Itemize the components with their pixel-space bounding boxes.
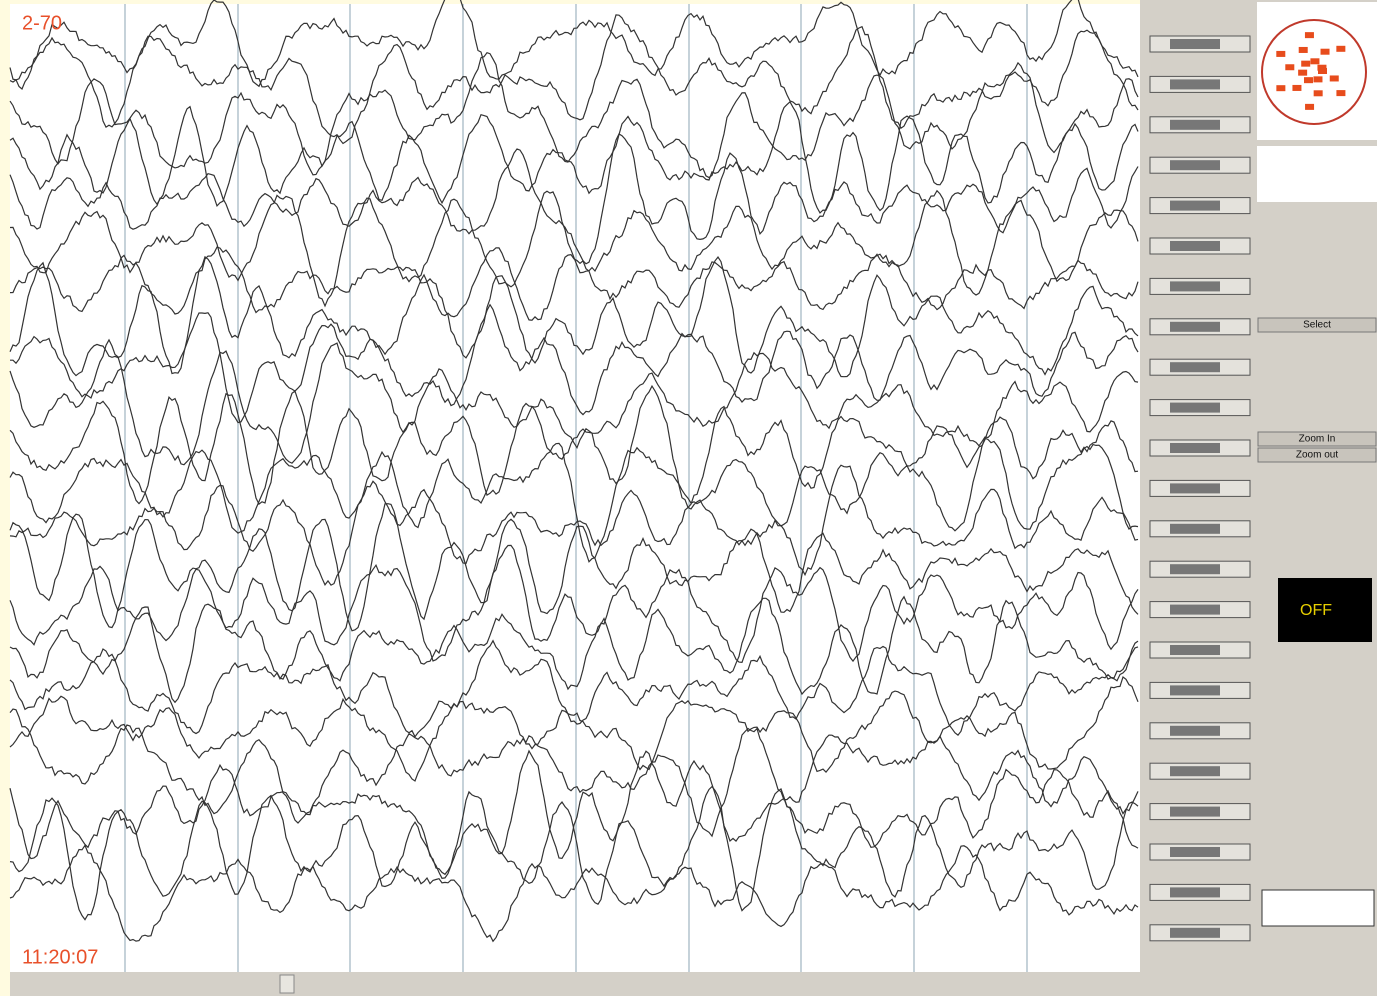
zoom-out-button[interactable] [1257, 447, 1377, 463]
select-label: Select [1303, 320, 1331, 331]
time-grid [124, 4, 1028, 972]
eeg-trace [9, 384, 1139, 509]
channel-label-box [1170, 806, 1220, 817]
eeg-trace [9, 639, 1139, 738]
channel-label-box [1170, 119, 1220, 130]
channel-label-box [1170, 79, 1220, 90]
electrode [1329, 75, 1339, 82]
electrode [1298, 46, 1308, 53]
channel-label-box [1170, 281, 1220, 292]
eeg-trace [10, 303, 1139, 424]
eeg-trace [9, 437, 1139, 563]
channel-label-box [1170, 483, 1220, 494]
electrode [1298, 69, 1308, 76]
electrode [1320, 48, 1330, 55]
info-box [1257, 146, 1377, 202]
electrode [1303, 77, 1313, 84]
channel-label-box [1170, 887, 1220, 898]
channel-label-box [1170, 523, 1220, 534]
electrode [1313, 90, 1323, 97]
electrode [1336, 90, 1346, 97]
eeg-trace [9, 51, 1139, 179]
channel-label-box [1170, 321, 1220, 332]
select-header [1257, 317, 1377, 333]
eeg-trace [9, 708, 1139, 838]
channel-label-box [1170, 39, 1220, 49]
eeg-trace [9, 246, 1139, 321]
channel-label-box [1170, 604, 1220, 615]
eeg-trace [9, 844, 1139, 943]
channel-label-box [1170, 160, 1220, 171]
eeg-trace [9, 595, 1139, 704]
eeg-trace [9, 749, 1139, 876]
eeg-trace [9, 503, 1139, 632]
electrode [1301, 60, 1311, 67]
channel-label-box [1170, 927, 1220, 938]
eeg-trace [9, 338, 1139, 466]
electrodes [1276, 32, 1346, 110]
channel-buttons [1149, 35, 1251, 942]
channel-label-box [1170, 685, 1220, 696]
eeg-trace [9, 189, 1139, 308]
scrollbar[interactable] [10, 972, 1140, 996]
electrode [1285, 64, 1295, 71]
time-label: 11:20:07 [22, 946, 98, 968]
channel-label-box [1170, 200, 1220, 211]
channel-label-box [1170, 362, 1220, 373]
channel-label-box [1170, 564, 1220, 575]
electrode [1276, 50, 1286, 57]
display-text: OFF [1300, 602, 1332, 619]
eeg-trace [9, 544, 1139, 664]
channel-label-box [1170, 645, 1220, 655]
filter-label: 2-70 [22, 12, 62, 34]
eeg-trace [9, 133, 1139, 265]
electrode [1276, 85, 1286, 92]
eeg-trace [9, 785, 1139, 921]
electrode [1292, 84, 1302, 91]
electrode [1305, 103, 1315, 110]
zoom-in-button[interactable] [1257, 431, 1377, 447]
electrode [1313, 76, 1323, 83]
electrode [1310, 58, 1320, 65]
clock-box [1261, 889, 1375, 927]
eeg-trace [9, 255, 1139, 378]
channel-label-box [1170, 402, 1220, 413]
channel-label-box [1170, 725, 1220, 736]
zoom-in-label[interactable]: Zoom In [1299, 434, 1336, 445]
channel-label-box [1170, 443, 1220, 453]
eeg-traces [9, 0, 1139, 943]
eeg-trace [9, 0, 1139, 90]
eeg-trace [9, 100, 1139, 214]
electrode [1304, 32, 1314, 39]
scroll-thumb[interactable] [279, 974, 295, 994]
channel-label-box [1170, 766, 1220, 777]
eeg-trace [9, 676, 1139, 782]
eeg-trace [9, 14, 1139, 145]
electrode [1317, 64, 1327, 71]
channel-label-box [1170, 241, 1220, 251]
display [1278, 578, 1372, 642]
electrode [1318, 68, 1327, 74]
zoom-out-label[interactable]: Zoom out [1296, 450, 1338, 461]
trace-area [10, 4, 1140, 972]
eeg-trace [9, 464, 1139, 586]
electrode [1336, 45, 1346, 52]
channel-label-box [1170, 847, 1220, 857]
